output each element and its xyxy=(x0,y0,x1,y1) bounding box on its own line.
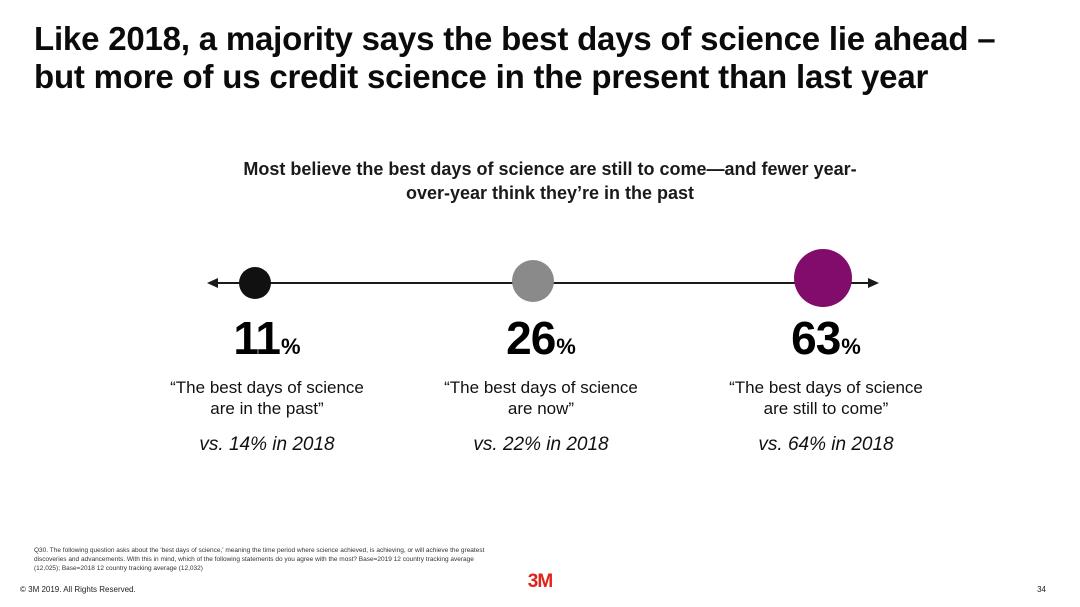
stat-past-value: 11% xyxy=(127,313,407,363)
slide-title: Like 2018, a majority says the best days… xyxy=(34,20,1074,96)
stat-future-quote-line-2: are still to come” xyxy=(763,399,889,418)
chart-subtitle: Most believe the best days of science ar… xyxy=(190,157,910,205)
footnote-line-1: Q30. The following question asks about t… xyxy=(34,547,485,554)
stat-future-unit: % xyxy=(841,334,861,359)
stat-now-quote-line-2: are now” xyxy=(507,399,575,418)
stat-now-comparison: vs. 22% in 2018 xyxy=(473,434,609,455)
footnote-line-2: discoveries and advancements. With this … xyxy=(34,556,474,563)
marker-future xyxy=(794,249,852,307)
stat-future-number: 63 xyxy=(791,312,841,364)
chart-subtitle-line-1: Most believe the best days of science ar… xyxy=(243,159,857,179)
stat-future-value: 63% xyxy=(686,313,966,363)
marker-past xyxy=(239,267,271,299)
marker-now xyxy=(512,260,554,302)
stat-past-quote-line-1: “The best days of science xyxy=(170,378,364,397)
timeline-right-arrow-icon xyxy=(868,278,879,288)
stat-now-value: 26% xyxy=(401,313,681,363)
slide-title-line-1: Like 2018, a majority says the best days… xyxy=(34,20,996,57)
footnote: Q30. The following question asks about t… xyxy=(34,546,614,573)
stat-now-unit: % xyxy=(556,334,576,359)
stat-future-comparison: vs. 64% in 2018 xyxy=(758,434,894,455)
stat-future-quote: “The best days of science are still to c… xyxy=(686,377,966,419)
timeline-left-arrow-icon xyxy=(207,278,218,288)
stat-past-quote-line-2: are in the past” xyxy=(210,399,324,418)
stat-now-quote: “The best days of science are now” xyxy=(401,377,681,419)
footnote-line-3: (12,025); Base=2018 12 country tracking … xyxy=(34,565,203,572)
stat-now-number: 26 xyxy=(506,312,556,364)
copyright: © 3M 2019. All Rights Reserved. xyxy=(20,585,136,594)
stat-future-quote-line-1: “The best days of science xyxy=(729,378,923,397)
stat-now-quote-line-1: “The best days of science xyxy=(444,378,638,397)
stat-past-number: 11 xyxy=(233,312,281,364)
stat-past-unit: % xyxy=(281,334,301,359)
slide-title-line-2: but more of us credit science in the pre… xyxy=(34,58,929,95)
stat-past-comparison: vs. 14% in 2018 xyxy=(199,434,335,455)
stat-past-quote: “The best days of science are in the pas… xyxy=(127,377,407,419)
brand-logo: 3M xyxy=(527,571,553,592)
page-number: 34 xyxy=(1037,585,1046,594)
chart-subtitle-line-2: over-year think they’re in the past xyxy=(405,183,695,203)
